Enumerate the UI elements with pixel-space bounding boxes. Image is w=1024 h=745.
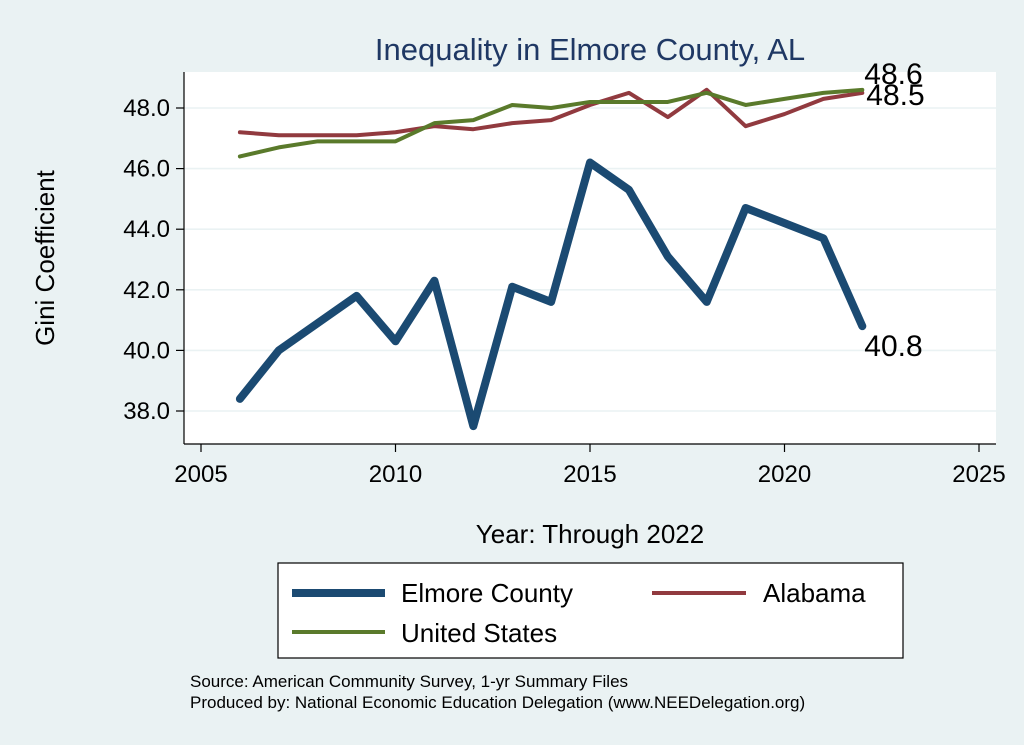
x-axis-title: Year: Through 2022 [476, 519, 704, 549]
x-tick-label: 2005 [174, 461, 227, 488]
end-label-alabama: 48.5 [866, 79, 924, 112]
chart-title: Inequality in Elmore County, AL [375, 32, 805, 67]
y-tick-label: 44.0 [123, 216, 170, 243]
y-tick-label: 46.0 [123, 156, 170, 183]
x-tick-label: 2010 [369, 461, 422, 488]
end-label-united-states: 48.6 [864, 58, 922, 91]
source-note: Source: American Community Survey, 1-yr … [190, 672, 628, 691]
y-tick-label: 40.0 [123, 337, 170, 364]
x-tick-label: 2015 [563, 461, 616, 488]
y-tick-label: 42.0 [123, 277, 170, 304]
x-tick-label: 2020 [758, 461, 811, 488]
x-tick-label: 2025 [952, 461, 1005, 488]
end-label-elmore-county: 40.8 [864, 330, 922, 363]
legend-label-elmore-county: Elmore County [401, 578, 573, 608]
series-line-elmore-county [235, 158, 867, 431]
y-tick-label: 48.0 [123, 95, 170, 122]
series-line-alabama [237, 87, 865, 138]
axis-ticks: 38.0 40.0 42.0 44.0 46.0 48.0 2005 2010 2015 2020… [123, 95, 1005, 488]
legend-label-united-states: United States [401, 618, 557, 648]
series-lines [235, 87, 867, 431]
producer-note: Produced by: National Economic Education… [190, 693, 805, 712]
end-labels: 40.8 48.548.6 [864, 58, 924, 363]
legend-label-alabama: Alabama [763, 578, 866, 608]
legend-box [277, 562, 904, 659]
y-tick-label: 38.0 [123, 398, 170, 425]
plot-background [184, 72, 996, 444]
y-axis-title: Gini Coefficient [30, 169, 60, 346]
legend: Elmore County Alabama United States [277, 562, 904, 659]
series-line-united-states [237, 87, 865, 159]
